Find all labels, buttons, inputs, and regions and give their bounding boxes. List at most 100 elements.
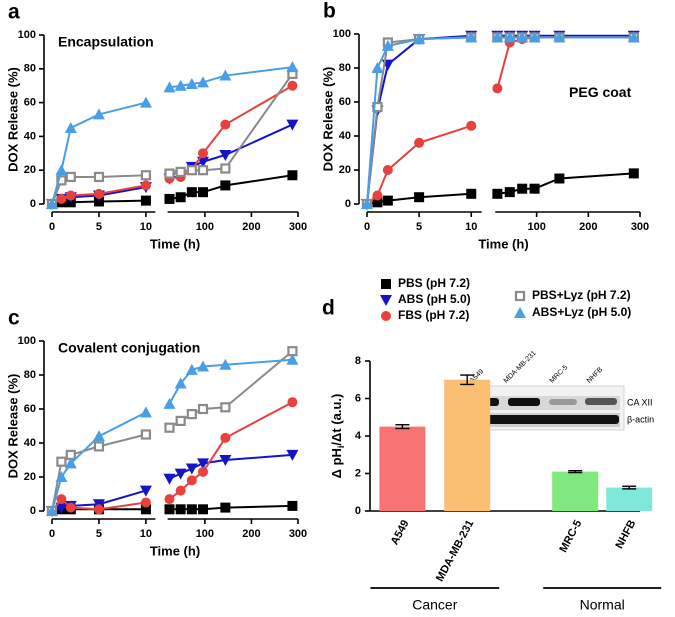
marker xyxy=(174,79,187,91)
marker xyxy=(361,198,373,209)
marker xyxy=(381,39,394,51)
marker xyxy=(197,165,209,176)
marker xyxy=(414,192,425,203)
blot-band xyxy=(585,398,617,405)
x-tick-label: 100 xyxy=(196,221,214,233)
marker xyxy=(164,422,175,433)
marker xyxy=(372,190,383,201)
y-tick-label: 40 xyxy=(24,130,36,142)
marker xyxy=(93,171,105,183)
marker xyxy=(372,197,383,208)
legend-marker xyxy=(381,279,391,289)
marker xyxy=(139,485,152,497)
marker xyxy=(139,96,152,108)
x-tick-label: 200 xyxy=(242,528,260,540)
marker xyxy=(220,402,231,413)
marker xyxy=(529,183,540,194)
marker xyxy=(92,430,105,442)
legend-marker xyxy=(514,290,526,302)
marker xyxy=(56,456,67,467)
marker xyxy=(92,108,105,120)
y-axis-label-part: Δ pH xyxy=(329,448,344,478)
x-tick-label: 10 xyxy=(140,221,152,233)
blot-inset: A549 MDA-MB-231 MRC-5 NHFB CA XII β-acti… xyxy=(465,350,654,431)
marker xyxy=(492,188,503,199)
group-label: Normal xyxy=(580,597,625,613)
marker xyxy=(185,363,198,375)
annotation: PEG coat xyxy=(569,84,632,100)
y-axis-label-sub: i xyxy=(336,446,346,449)
marker xyxy=(286,449,299,461)
marker xyxy=(219,358,232,370)
marker xyxy=(197,458,210,470)
marker xyxy=(198,148,209,159)
marker xyxy=(466,188,477,199)
blot-band xyxy=(469,415,619,424)
y-tick-label: 20 xyxy=(339,164,351,176)
blot-row xyxy=(468,396,620,410)
x-axis-label: Time (h) xyxy=(150,543,200,558)
marker xyxy=(198,504,209,515)
marker xyxy=(491,31,504,43)
marker xyxy=(220,180,231,191)
blot-row-label: β-actin xyxy=(627,414,654,424)
panel-label: b xyxy=(323,0,336,23)
marker xyxy=(517,183,528,194)
marker xyxy=(492,83,503,94)
bar xyxy=(379,426,426,511)
blot-band xyxy=(549,399,577,405)
marker xyxy=(140,429,152,440)
y-tick-label: 0 xyxy=(345,198,351,210)
marker xyxy=(627,31,640,43)
marker xyxy=(164,504,175,515)
marker xyxy=(197,360,210,372)
marker xyxy=(64,121,77,133)
marker xyxy=(186,504,197,515)
x-tick-label: 10 xyxy=(140,528,152,540)
marker xyxy=(164,193,175,204)
marker xyxy=(140,497,151,508)
marker xyxy=(287,500,298,511)
marker xyxy=(286,119,299,131)
y-tick-label: 80 xyxy=(339,62,351,74)
y-tick-label: 20 xyxy=(24,164,36,176)
y-tick-label: 20 xyxy=(24,471,36,483)
y-tick-label: 6 xyxy=(355,392,361,404)
marker xyxy=(140,180,151,191)
marker xyxy=(504,187,515,198)
marker xyxy=(220,163,231,174)
marker xyxy=(219,455,232,466)
marker xyxy=(64,457,77,469)
marker xyxy=(197,76,210,88)
marker xyxy=(139,406,152,418)
y-tick-label: 60 xyxy=(24,403,36,415)
marker xyxy=(175,166,186,177)
y-tick-label: 80 xyxy=(24,369,36,381)
x-tick-label: 100 xyxy=(196,528,214,540)
x-tick-label: 5 xyxy=(416,221,422,233)
legend-marker xyxy=(381,311,391,321)
blot-band xyxy=(508,398,540,406)
marker xyxy=(516,31,529,43)
marker xyxy=(220,502,231,513)
x-tick-label: 200 xyxy=(242,221,260,233)
y-tick-label: 80 xyxy=(24,63,36,75)
marker xyxy=(186,165,197,176)
x-tick-label: 5 xyxy=(96,528,102,540)
bar xyxy=(444,379,491,511)
marker xyxy=(371,62,384,73)
y-tick-label: 100 xyxy=(18,29,36,41)
legend-label: PBS+Lyz (pH 7.2) xyxy=(532,288,631,302)
y-tick-label: 0 xyxy=(30,505,36,517)
legend-label: FBS (pH 7.2) xyxy=(398,308,469,322)
annotation: Covalent conjugation xyxy=(58,340,200,356)
marker xyxy=(503,31,516,43)
x-tick-label: 200 xyxy=(579,221,597,233)
x-tick-label: 10 xyxy=(465,221,477,233)
marker xyxy=(528,31,541,43)
marker xyxy=(286,61,299,73)
marker xyxy=(186,475,197,486)
marker xyxy=(140,504,151,515)
